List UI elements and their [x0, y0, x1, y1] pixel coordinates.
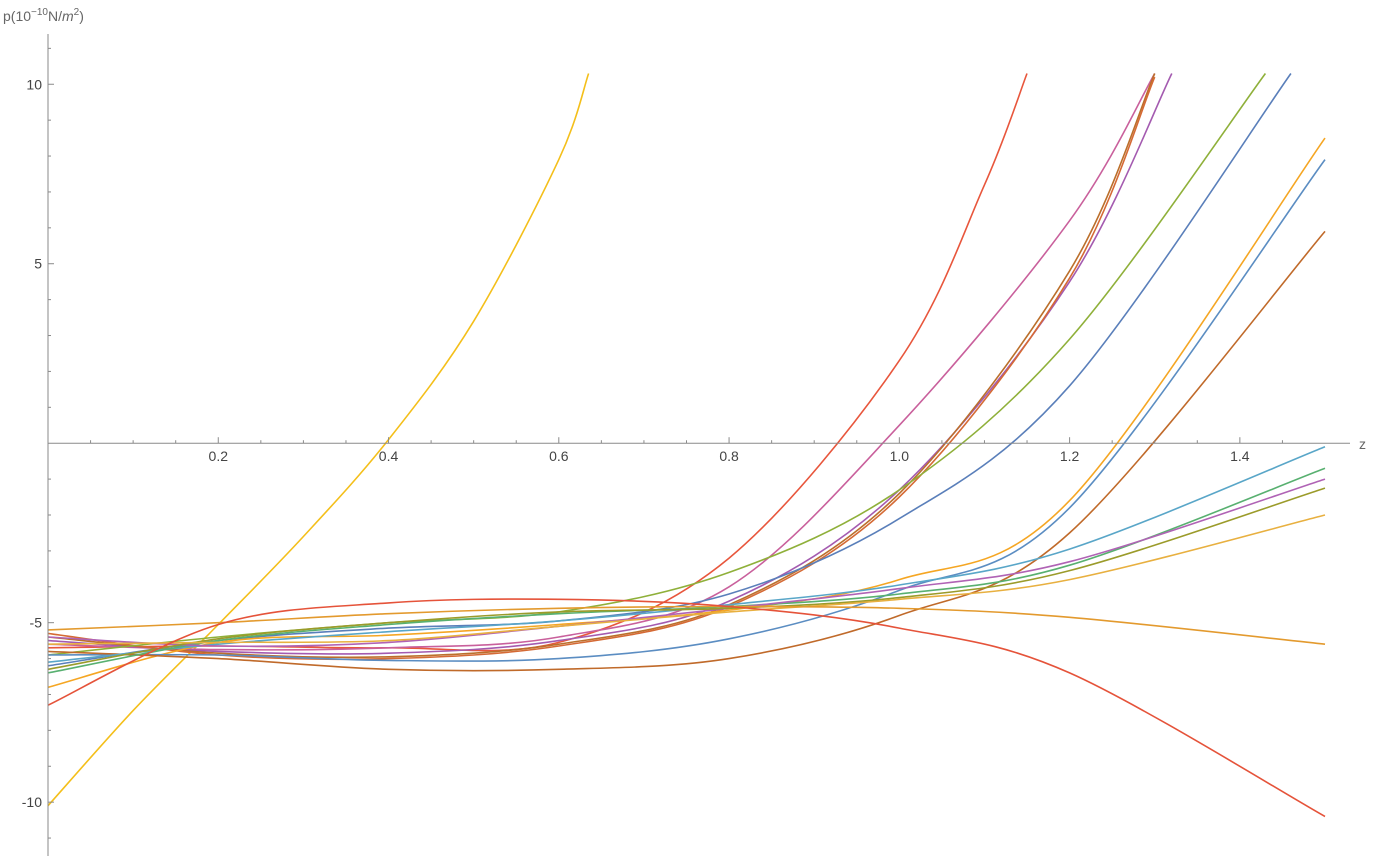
series-line-5 [47, 73, 1156, 659]
y-label-exponent: −10 [31, 7, 48, 18]
y-label-unit-exponent: 2 [74, 7, 80, 18]
series-line-4 [47, 73, 1173, 655]
x-tick-label: 0.4 [379, 448, 399, 464]
series-line-1 [47, 73, 590, 807]
series-line-7 [47, 73, 1267, 656]
x-tick-label: 0.8 [719, 448, 739, 464]
series-line-8 [47, 73, 1292, 667]
x-tick-label: 1.0 [890, 448, 910, 464]
x-axis-label: z [1359, 436, 1366, 452]
y-label-unit: m [62, 8, 74, 24]
x-tick-label: 0.6 [549, 448, 569, 464]
series-line-3 [47, 73, 1156, 651]
series-layer [47, 73, 1326, 818]
series-line-14 [47, 478, 1326, 648]
tick-layer: 0.2 0.4 0.6 0.8 1.0 1.2 1.4 -10 -5 5 10 [22, 47, 1283, 839]
series-line-10 [47, 159, 1326, 662]
series-line-6 [47, 76, 1156, 661]
x-tick-label: 1.4 [1230, 448, 1250, 464]
y-axis-label: p(10−10N/m2) [3, 7, 84, 24]
x-tick-label: 0.2 [209, 448, 229, 464]
series-line-17 [47, 605, 1326, 645]
y-label-suffix: ) [79, 8, 84, 24]
y-label-prefix: p(10 [3, 8, 31, 24]
y-tick-label: -10 [22, 794, 42, 810]
y-label-mid: N/ [48, 8, 62, 24]
series-line-2 [47, 73, 1028, 652]
series-line-16 [47, 514, 1326, 645]
series-line-12 [47, 446, 1326, 663]
x-tick-label: 1.2 [1060, 448, 1080, 464]
series-line-11 [47, 230, 1326, 672]
y-tick-label: 10 [26, 76, 42, 92]
series-line-15 [47, 487, 1326, 671]
y-tick-label: 5 [34, 256, 42, 272]
y-tick-label: -5 [30, 615, 43, 631]
series-line-18 [47, 598, 1326, 818]
